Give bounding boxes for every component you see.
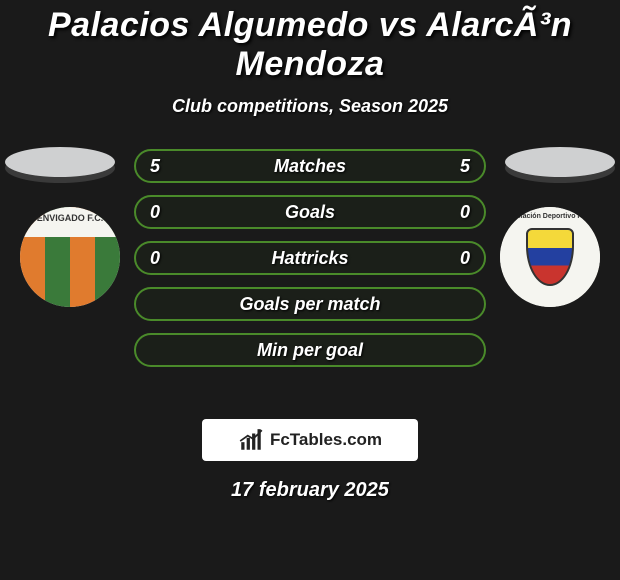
stat-row: 5Matches5 xyxy=(134,149,486,183)
subtitle: Club competitions, Season 2025 xyxy=(0,96,620,117)
left-badge-graphic: ENVIGADO F.C. xyxy=(20,207,120,307)
shield-icon xyxy=(526,228,574,286)
left-badge-label: ENVIGADO F.C. xyxy=(20,213,120,223)
stat-right-value: 0 xyxy=(460,202,470,223)
stat-row: 0Hattricks0 xyxy=(134,241,486,275)
left-team-badge: ENVIGADO F.C. xyxy=(20,207,120,307)
stat-row: 0Goals0 xyxy=(134,195,486,229)
left-oval xyxy=(5,147,115,177)
right-badge-label: Asociación Deportivo Pasto xyxy=(500,213,600,220)
stat-row: Min per goal xyxy=(134,333,486,367)
right-team-badge: Asociación Deportivo Pasto xyxy=(500,207,600,307)
bar-chart-icon xyxy=(238,427,264,453)
stat-label: Hattricks xyxy=(136,248,484,269)
right-oval xyxy=(505,147,615,177)
stat-right-value: 5 xyxy=(460,156,470,177)
stat-right-value: 0 xyxy=(460,248,470,269)
stat-label: Min per goal xyxy=(136,340,484,361)
site-attribution: FcTables.com xyxy=(202,419,418,461)
stat-left-value: 5 xyxy=(150,156,160,177)
right-badge-graphic: Asociación Deportivo Pasto xyxy=(500,207,600,307)
stat-row: Goals per match xyxy=(134,287,486,321)
comparison-card: Palacios Algumedo vs AlarcÃ³n Mendoza Cl… xyxy=(0,0,620,580)
stat-label: Goals per match xyxy=(136,294,484,315)
stat-left-value: 0 xyxy=(150,248,160,269)
page-title: Palacios Algumedo vs AlarcÃ³n Mendoza xyxy=(0,0,620,84)
site-label: FcTables.com xyxy=(270,430,382,450)
content-area: ENVIGADO F.C. Asociación Deportivo Pasto… xyxy=(0,147,620,407)
comparison-date: 17 february 2025 xyxy=(0,479,620,502)
stats-list: 5Matches50Goals00Hattricks0Goals per mat… xyxy=(134,147,486,367)
stat-left-value: 0 xyxy=(150,202,160,223)
stat-label: Goals xyxy=(136,202,484,223)
stat-label: Matches xyxy=(136,156,484,177)
